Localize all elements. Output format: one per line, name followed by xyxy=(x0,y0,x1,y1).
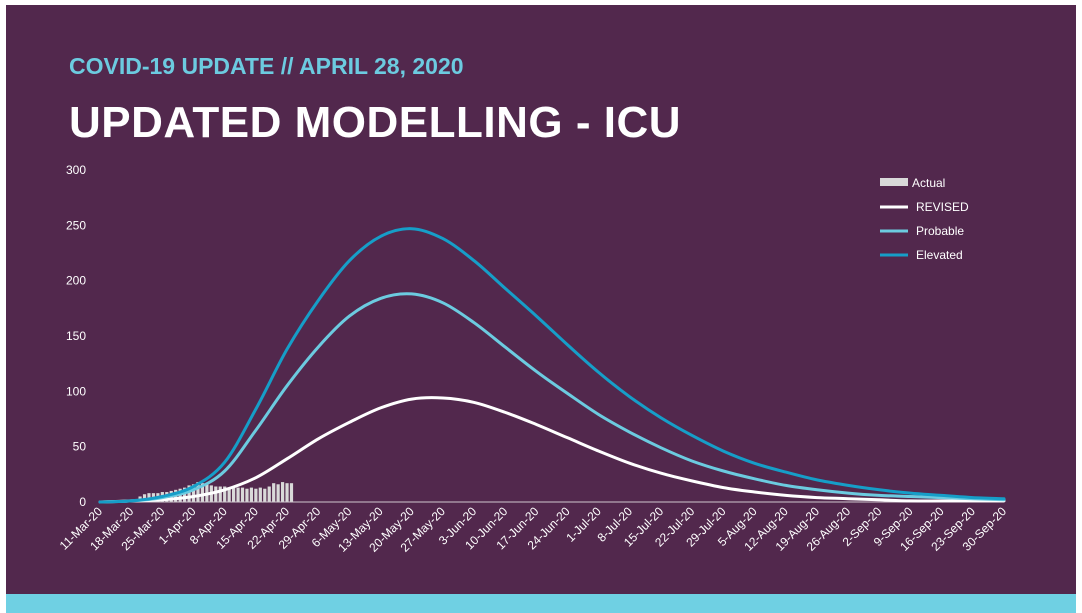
series-line-elevated xyxy=(98,227,1006,504)
actual-bar xyxy=(236,487,240,502)
actual-bar xyxy=(267,486,271,502)
legend-label-actual: Actual xyxy=(912,176,945,190)
y-tick-label: 50 xyxy=(73,440,87,454)
y-tick-label: 0 xyxy=(79,495,86,509)
series-line-probable xyxy=(98,292,1006,504)
actual-bar xyxy=(231,487,236,502)
actual-bar xyxy=(191,484,196,502)
slide-subtitle: COVID-19 UPDATE // APRIL 28, 2020 xyxy=(69,53,464,79)
actual-bar xyxy=(289,483,294,502)
actual-bar xyxy=(254,488,258,502)
y-tick-label: 250 xyxy=(66,218,86,232)
actual-bar xyxy=(214,486,218,502)
actual-bar xyxy=(183,487,187,502)
actual-bar xyxy=(223,486,227,502)
actual-bar xyxy=(285,483,289,502)
actual-bar xyxy=(258,487,262,502)
actual-bar xyxy=(200,483,205,502)
accent-bar xyxy=(6,594,1076,613)
actual-bar xyxy=(218,486,222,502)
y-tick-label: 300 xyxy=(66,163,86,177)
legend-label-elevated: Elevated xyxy=(916,248,963,262)
y-tick-label: 150 xyxy=(66,329,86,343)
actual-bar xyxy=(240,487,245,502)
actual-bar xyxy=(272,483,276,502)
actual-bar xyxy=(263,488,267,502)
slide-title: UPDATED MODELLING - ICU xyxy=(69,98,681,147)
actual-bar xyxy=(276,484,280,502)
actual-bar xyxy=(280,482,285,502)
y-tick-label: 200 xyxy=(66,274,86,288)
actual-bar xyxy=(187,485,191,502)
legend-label-revised: REVISED xyxy=(916,200,969,214)
series-line-revised xyxy=(98,396,1006,504)
actual-bar xyxy=(196,482,200,502)
legend-swatch-actual xyxy=(880,178,908,186)
y-tick-label: 100 xyxy=(66,384,86,398)
actual-bar xyxy=(245,488,249,502)
actual-bar xyxy=(249,487,254,502)
legend-label-probable: Probable xyxy=(916,224,964,238)
actual-bar xyxy=(227,487,231,502)
